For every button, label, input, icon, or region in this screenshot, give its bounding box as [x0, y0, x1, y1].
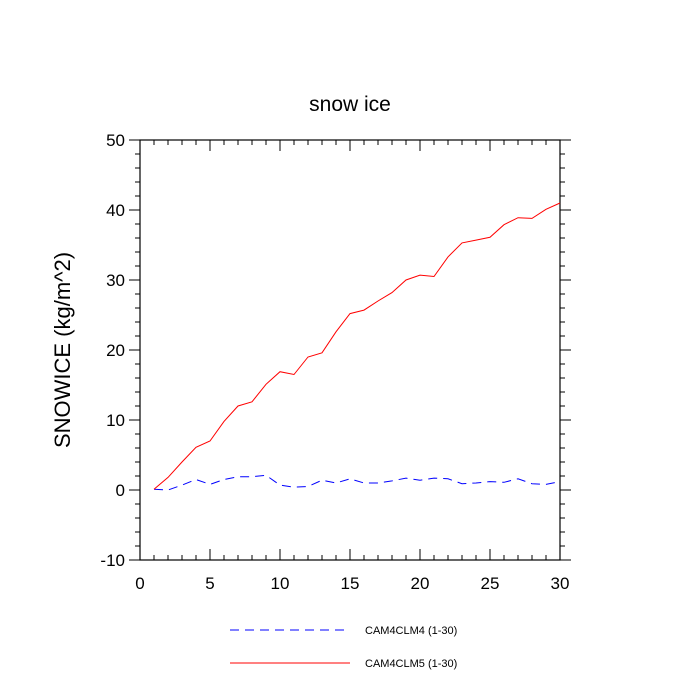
x-tick-label: 20	[411, 574, 430, 593]
chart-title: snow ice	[309, 93, 391, 116]
x-tick-label: 10	[271, 574, 290, 593]
series-line-2	[153, 202, 561, 490]
x-tick-label: 30	[551, 574, 570, 593]
x-tick-labels: 0 5 10 15 20 25 30	[135, 574, 569, 593]
legend-label-2: CAM4CLM5 (1-30)	[365, 658, 457, 670]
legend-label-1: CAM4CLM4 (1-30)	[365, 625, 457, 637]
axis-ticks	[129, 139, 571, 561]
x-tick-label: 15	[341, 574, 360, 593]
x-tick-label: 5	[205, 574, 214, 593]
series-lines	[153, 202, 561, 491]
x-tick-label: 25	[481, 574, 500, 593]
y-tick-label: 50	[106, 131, 125, 150]
y-tick-label: 20	[106, 341, 125, 360]
y-tick-label: 40	[106, 201, 125, 220]
y-tick-label: -10	[100, 551, 125, 570]
y-tick-labels: -10 0 10 20 30 40 50	[100, 131, 125, 570]
x-tick-label: 0	[135, 574, 144, 593]
y-tick-label: 0	[116, 481, 125, 500]
y-tick-label: 30	[106, 271, 125, 290]
y-axis-label: SNOWICE (kg/m^2)	[50, 252, 75, 448]
plot-frame	[139, 139, 561, 561]
y-tick-label: 10	[106, 411, 125, 430]
legend: CAM4CLM4 (1-30) CAM4CLM5 (1-30)	[230, 625, 457, 670]
series-line-1	[153, 474, 561, 491]
